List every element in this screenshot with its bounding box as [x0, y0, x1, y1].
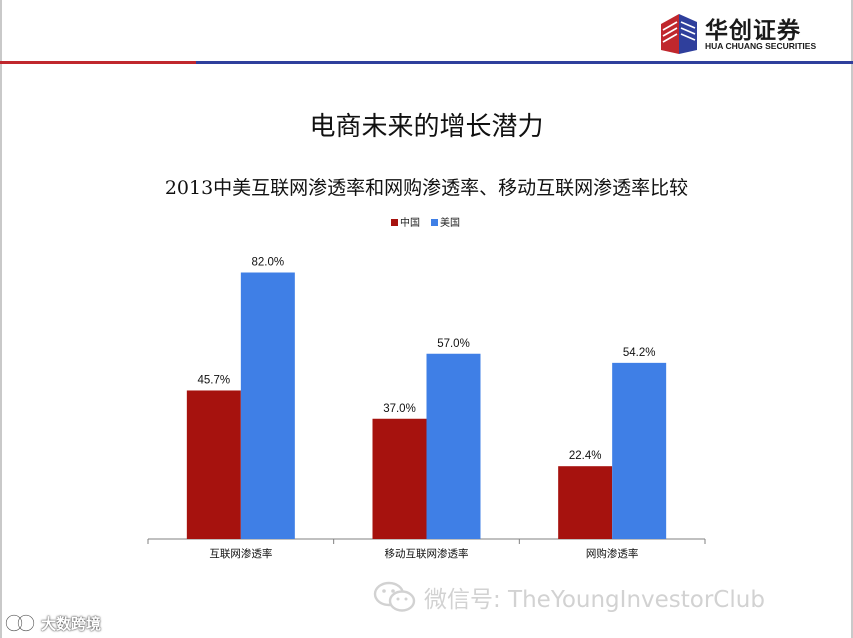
bar [426, 353, 481, 539]
watermark-text: 微信号: TheYoungInvestorClub [424, 587, 765, 613]
logo-english-name: HUA CHUANG SECURITIES [705, 41, 817, 51]
header-rule-red [0, 61, 196, 64]
data-label: 82.0% [252, 257, 285, 269]
legend-label: 美国 [440, 216, 460, 229]
data-label: 45.7% [198, 374, 231, 386]
bar-chart: 45.7% 82.0% 互联网渗透率 37.0% 57.0% 移动互联网渗透率 22.4% 5… [147, 216, 706, 560]
data-label: 54.2% [623, 347, 656, 359]
logo-chinese-name: 华创证券 [705, 18, 801, 44]
corner-watermark-text: 大数跨境 [41, 615, 102, 633]
legend-swatch [391, 219, 398, 226]
logo-mark-icon [661, 14, 697, 54]
watermark: 微信号: TheYoungInvestorClub [368, 578, 848, 614]
data-label: 57.0% [437, 338, 470, 350]
slide-title: 电商未来的增长潜力 [309, 112, 544, 142]
x-tick-label: 移动互联网渗透率 [385, 547, 469, 560]
corner-watermark: 大数跨境 [5, 610, 135, 634]
slide-left-border [0, 0, 2, 638]
wechat-icon [373, 581, 416, 612]
bar [240, 272, 295, 539]
bigdata-logo-icon [5, 614, 35, 632]
data-label: 37.0% [383, 403, 416, 415]
x-tick-label: 网购渗透率 [586, 547, 639, 560]
data-label: 22.4% [569, 450, 602, 462]
bar [372, 418, 427, 539]
bar [612, 362, 667, 539]
legend-swatch [431, 219, 438, 226]
bar [558, 466, 613, 539]
header-rule-blue [196, 61, 853, 64]
bar [186, 390, 241, 539]
slide-right-border [851, 0, 853, 638]
legend-label: 中国 [400, 216, 420, 229]
company-logo: 华创证券 HUA CHUANG SECURITIES [657, 8, 847, 58]
chart-title: 2013中美互联网渗透率和网购渗透率、移动互联网渗透率比较 [164, 177, 689, 199]
x-tick-label: 互联网渗透率 [209, 547, 272, 560]
